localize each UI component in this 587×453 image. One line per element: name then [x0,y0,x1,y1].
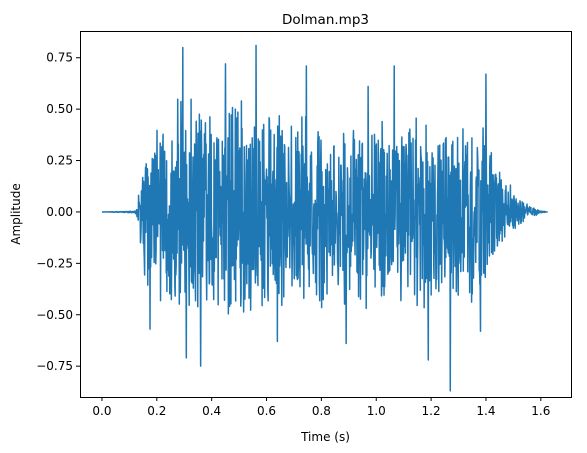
y-tick-label: 0.00 [46,205,73,219]
x-tick-label: 0.4 [202,404,221,418]
x-tick-label: 0.2 [147,404,166,418]
y-tick-label: 0.75 [46,51,73,65]
y-tick-label: 0.50 [46,102,73,116]
x-tick-label: 1.2 [422,404,441,418]
plot-area: 0.0 0.2 0.4 0.6 0.8 1.0 1.2 1.4 1.6 −0.75−0.50−0… [36,31,572,418]
x-tick-label: 1.4 [476,404,495,418]
x-axis-label: Time (s) [300,430,350,444]
y-tick-label: −0.25 [36,256,73,270]
x-tick-label: 0.0 [92,404,111,418]
y-tick-label: −0.75 [36,359,73,373]
series-layer [101,44,549,392]
axes-frame [80,31,572,398]
chart-title: Dolman.mp3 [282,12,369,28]
x-axis-ticks: 0.0 0.2 0.4 0.6 0.8 1.0 1.2 1.4 1.6 [92,397,550,418]
y-tick-label: −0.50 [36,308,73,322]
y-axis-ticks: −0.75 −0.50 −0.25 0.00 0.25 0.50 0.75 [36,51,80,373]
y-tick-label: 0.25 [46,154,73,168]
waveform-line [101,44,549,392]
x-tick-label: 0.8 [312,404,331,418]
x-tick-label: 0.6 [257,404,276,418]
x-tick-label: 1.0 [367,404,386,418]
x-tick-label: 1.6 [531,404,550,418]
y-axis-label: Amplitude [9,183,23,245]
